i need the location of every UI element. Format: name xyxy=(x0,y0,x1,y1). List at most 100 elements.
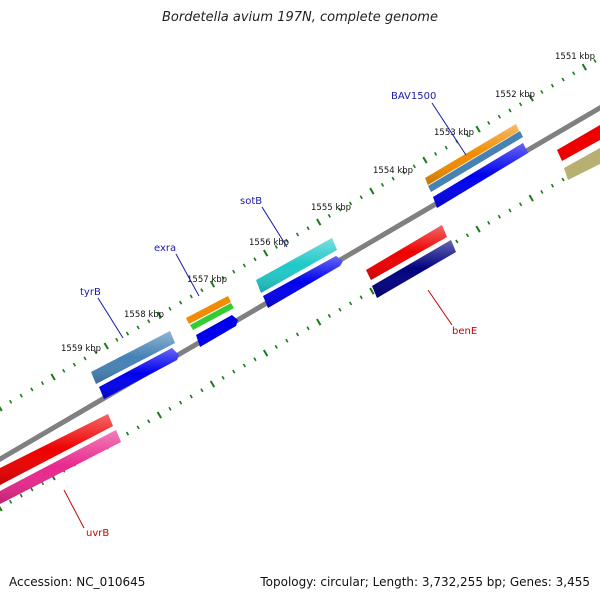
scale-tick xyxy=(465,133,470,138)
scale-tick xyxy=(561,177,565,182)
scale-tick xyxy=(30,487,34,492)
scale-tick xyxy=(0,406,3,412)
scale-tick xyxy=(19,393,23,398)
scale-tick xyxy=(306,326,310,331)
scale-tick xyxy=(369,187,375,195)
gene-label-sotb[interactable]: sotB xyxy=(240,196,262,207)
scale-tick xyxy=(179,400,183,405)
kbp-label: 1552 kbp xyxy=(495,90,535,100)
scale-tick xyxy=(125,331,130,336)
scale-tick xyxy=(221,375,225,380)
gene-feature-blue[interactable] xyxy=(196,315,238,347)
scale-tick xyxy=(508,208,512,213)
scale-tick xyxy=(156,311,162,319)
scale-tick xyxy=(9,399,13,404)
scale-tick xyxy=(327,313,331,318)
scale-tick xyxy=(295,332,300,337)
scale-tick xyxy=(285,338,289,343)
scale-tick xyxy=(262,249,269,257)
gene-label-bav1500[interactable]: BAV1500 xyxy=(391,91,436,102)
scale-tick xyxy=(519,102,523,107)
scale-tick xyxy=(327,213,331,218)
scale-tick xyxy=(369,287,375,295)
scale-tick xyxy=(528,194,534,202)
scale-tick xyxy=(200,288,204,293)
scale-tick xyxy=(50,373,56,381)
scale-tick xyxy=(189,394,193,399)
scale-tick xyxy=(359,295,363,300)
scale-tick xyxy=(200,388,204,393)
leader-line xyxy=(427,289,453,326)
scale-tick xyxy=(232,369,236,374)
scale-tick xyxy=(508,108,512,113)
scale-tick xyxy=(262,349,269,357)
kbp-label: 1556 kbp xyxy=(249,238,289,248)
leader-line xyxy=(175,253,200,297)
gene-feature-khaki[interactable] xyxy=(564,148,600,180)
scale-tick xyxy=(306,226,310,231)
scale-tick xyxy=(455,239,459,244)
gene-feature-red[interactable] xyxy=(557,125,600,161)
scale-tick xyxy=(561,77,565,82)
scale-tick xyxy=(115,337,119,342)
scale-tick xyxy=(242,263,246,268)
scale-tick xyxy=(125,431,130,436)
scale-tick xyxy=(156,411,162,419)
scale-tick xyxy=(412,164,416,169)
accession-text: Accession: NC_010645 xyxy=(9,575,146,589)
scale-tick xyxy=(62,368,66,373)
scale-tick xyxy=(72,362,76,367)
kbp-label: 1558 kbp xyxy=(124,310,164,320)
map-title: Bordetella avium 197N, complete genome xyxy=(162,10,438,25)
scale-tick xyxy=(581,63,587,71)
scale-tick xyxy=(434,151,438,156)
scale-tick xyxy=(316,318,322,326)
gene-feature-green[interactable] xyxy=(190,303,234,330)
scale-tick xyxy=(475,125,481,133)
gene-label-tyrb[interactable]: tyrB xyxy=(80,287,101,298)
scale-tick xyxy=(338,207,342,212)
scale-tick xyxy=(475,225,481,233)
scale-tick xyxy=(168,306,172,311)
kbp-label: 1553 kbp xyxy=(434,128,474,138)
scale-tick xyxy=(253,257,257,262)
scale-tick xyxy=(519,202,523,207)
scale-tick xyxy=(444,145,448,150)
scale-tick xyxy=(380,182,385,187)
gene-label-bene[interactable]: benE xyxy=(452,326,477,337)
scale-tick xyxy=(572,71,576,76)
scale-tick xyxy=(295,232,300,237)
scale-tick xyxy=(40,381,45,386)
scale-tick xyxy=(253,357,257,362)
scale-tick xyxy=(83,356,87,361)
scale-tick xyxy=(465,233,470,238)
scale-tick xyxy=(168,406,172,411)
scale-tick xyxy=(242,363,246,368)
gene-feature-steelblue[interactable] xyxy=(428,131,523,192)
scale-tick xyxy=(349,201,353,206)
kbp-label: 1557 kbp xyxy=(187,275,227,285)
scale-tick xyxy=(402,170,406,175)
scale-tick xyxy=(487,220,491,225)
kbp-label: 1559 kbp xyxy=(61,344,101,354)
scale-tick xyxy=(0,506,3,512)
gene-label-exra[interactable]: exra xyxy=(154,243,176,254)
gene-feature-orange[interactable] xyxy=(186,296,231,324)
scale-tick xyxy=(136,425,140,430)
scale-tick xyxy=(338,307,342,312)
outer-scale-ticks xyxy=(0,58,597,412)
scale-tick xyxy=(359,195,363,200)
scale-tick xyxy=(285,238,289,243)
kbp-label: 1555 kbp xyxy=(311,203,351,213)
genome-summary-text: Topology: circular; Length: 3,732,255 bp… xyxy=(260,575,590,589)
leader-line xyxy=(431,102,467,156)
scale-tick xyxy=(422,156,428,164)
scale-tick xyxy=(179,300,183,305)
scale-tick xyxy=(9,499,13,504)
scale-tick xyxy=(487,120,491,125)
gene-label-uvrb[interactable]: uvrB xyxy=(86,528,109,539)
scale-tick xyxy=(103,342,109,350)
scale-tick xyxy=(147,419,151,424)
scale-tick xyxy=(349,301,353,306)
